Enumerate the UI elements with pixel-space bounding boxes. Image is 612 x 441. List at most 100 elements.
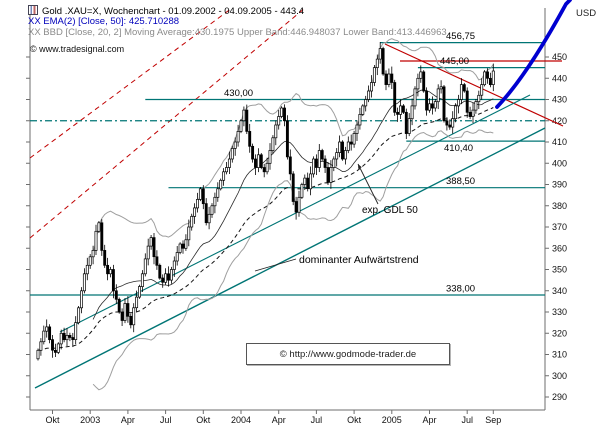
- candle-body: [132, 307, 136, 326]
- candle-body: [381, 48, 385, 75]
- ema-indicator-label: XX EMA(2) [Close, 50]: 425.710288: [28, 16, 180, 27]
- y-axis-tick-label: 300: [552, 371, 567, 381]
- candle-body: [42, 330, 46, 343]
- x-axis-tick-label: Apr: [422, 415, 436, 425]
- candle-body: [210, 205, 214, 215]
- candle-body: [262, 167, 266, 173]
- candle-body: [53, 349, 57, 353]
- candle-body: [416, 77, 420, 90]
- bollinger-upper-band: [92, 38, 494, 255]
- level-label-388.5: 388,50: [446, 176, 475, 187]
- godmode-trader-url: © http://www.godmode-trader.de: [279, 348, 417, 360]
- candle-body: [155, 256, 159, 266]
- candle-body: [352, 133, 356, 145]
- candle-body: [236, 131, 240, 143]
- candle-body: [56, 343, 60, 353]
- y-axis-tick-label: 360: [552, 243, 567, 253]
- candle-body: [425, 90, 429, 111]
- candle-body: [181, 243, 185, 249]
- candle-body: [135, 296, 139, 309]
- candle-body: [474, 101, 478, 111]
- candle-body: [167, 273, 170, 281]
- candle-body: [294, 201, 298, 213]
- candle-body: [140, 273, 144, 287]
- candle-body: [477, 94, 481, 103]
- candle-body: [74, 322, 78, 340]
- y-axis-tick-label: 310: [552, 350, 567, 360]
- candle-body: [184, 239, 188, 249]
- x-axis-tick-label: Jul: [311, 415, 323, 425]
- candle-body: [80, 290, 83, 309]
- candle-body: [445, 120, 449, 126]
- candle-body: [216, 188, 220, 198]
- candle-body: [413, 88, 417, 107]
- candle-body: [300, 184, 304, 198]
- candle-body: [169, 269, 173, 281]
- x-axis-tick-label: Okt: [347, 415, 362, 425]
- candle-body: [314, 158, 318, 168]
- candle-body: [306, 177, 310, 190]
- candle-body: [329, 167, 333, 183]
- candle-body: [100, 222, 104, 251]
- candle-body: [480, 84, 484, 96]
- candle-body: [459, 84, 463, 100]
- x-axis-tick-label: Jul: [461, 415, 473, 425]
- x-axis-tick-label: Apr: [121, 415, 135, 425]
- candle-body: [349, 141, 353, 145]
- x-axis-tick-label: Apr: [272, 415, 286, 425]
- candle-body: [225, 167, 228, 173]
- y-axis-tick-label: 320: [552, 328, 567, 338]
- candle-body: [198, 188, 202, 200]
- candle-body: [207, 213, 211, 224]
- tradesignal-watermark: © www.tradesignal.com: [30, 44, 125, 54]
- candle-body: [51, 339, 54, 351]
- chart-title: Gold .XAU=X, Wochenchart - 01.09.2002 - …: [42, 6, 305, 17]
- red-dashed-channel-lower: [29, 7, 306, 239]
- candle-body: [462, 84, 466, 92]
- candle-body: [358, 114, 362, 126]
- bbd-indicator-label: XX BBD [Close, 20, 2] Moving Average:430…: [28, 27, 447, 38]
- candle-body: [448, 124, 452, 128]
- x-axis-tick-label: Sep: [485, 415, 501, 425]
- candle-body: [103, 250, 107, 266]
- candle-body: [326, 167, 330, 183]
- candle-body: [283, 107, 286, 122]
- candle-body: [149, 237, 153, 247]
- candle-body: [259, 154, 263, 168]
- breakout-projection-line: [495, 0, 572, 109]
- gdl-annotation-arrowhead: [358, 164, 362, 169]
- candle-body: [94, 230, 98, 251]
- candle-body: [45, 326, 49, 332]
- candle-body: [227, 158, 231, 168]
- candle-body: [248, 131, 252, 147]
- candle-body: [233, 141, 237, 149]
- candle-body: [123, 303, 127, 321]
- trend-annotation: dominanter Aufwärtstrend: [299, 254, 419, 266]
- candle-body: [465, 90, 469, 113]
- candle-body: [428, 103, 431, 111]
- candle-body: [138, 286, 141, 298]
- candle-body: [378, 48, 382, 60]
- candle-body: [251, 145, 255, 160]
- y-axis-tick-label: 380: [552, 201, 567, 211]
- candle-body: [401, 105, 405, 113]
- candle-body: [77, 307, 81, 324]
- y-axis-tick-label: 430: [552, 95, 567, 105]
- candle-body: [254, 158, 257, 168]
- candle-body: [399, 105, 402, 115]
- candle-body: [486, 71, 489, 79]
- candle-body: [436, 88, 440, 103]
- red-downtrend: [384, 43, 564, 127]
- level-label-430: 430,00: [224, 88, 253, 99]
- candle-body: [213, 196, 217, 207]
- candle-body: [48, 326, 52, 341]
- candle-body: [372, 67, 376, 83]
- level-label-456.75: 456,75: [446, 31, 475, 42]
- teal-uptrend-dominant: [34, 127, 546, 389]
- candle-body: [201, 188, 205, 205]
- candle-body: [82, 273, 86, 292]
- candle-body: [422, 71, 426, 92]
- candle-body: [457, 99, 460, 107]
